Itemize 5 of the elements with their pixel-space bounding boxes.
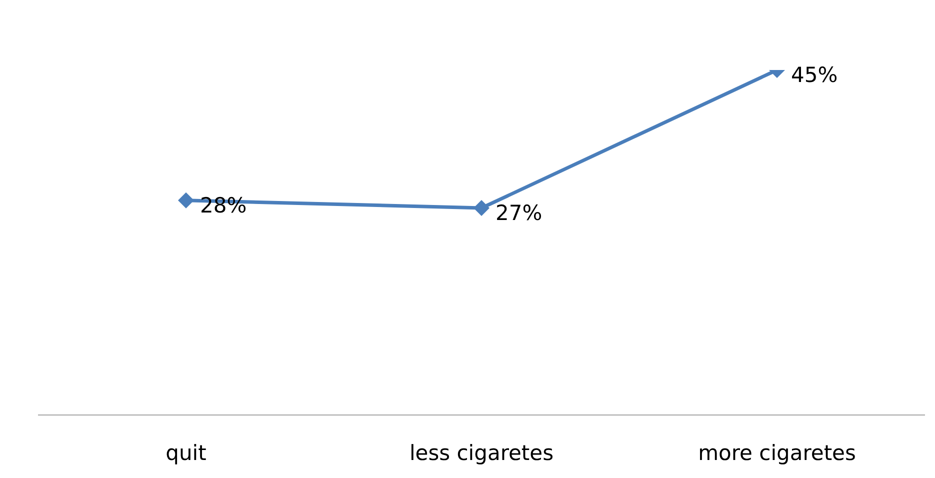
x-tick-label: more cigaretes xyxy=(698,440,856,465)
data-label: 45% xyxy=(791,63,838,87)
x-tick-label: less cigaretes xyxy=(409,440,554,465)
x-tick-label: quit xyxy=(166,440,206,465)
data-label: 27% xyxy=(496,201,542,225)
